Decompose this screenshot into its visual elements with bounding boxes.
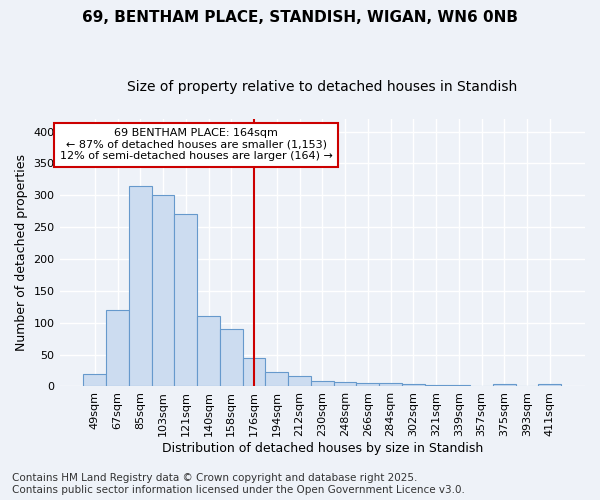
- Bar: [425, 385, 448, 386]
- Bar: [402, 384, 425, 386]
- Bar: [311, 382, 334, 386]
- X-axis label: Distribution of detached houses by size in Standish: Distribution of detached houses by size …: [161, 442, 483, 455]
- Bar: [379, 384, 402, 386]
- Bar: [356, 384, 379, 386]
- Text: Contains HM Land Registry data © Crown copyright and database right 2025.
Contai: Contains HM Land Registry data © Crown c…: [12, 474, 465, 495]
- Bar: [448, 385, 470, 386]
- Bar: [220, 329, 242, 386]
- Text: 69 BENTHAM PLACE: 164sqm
← 87% of detached houses are smaller (1,153)
12% of sem: 69 BENTHAM PLACE: 164sqm ← 87% of detach…: [60, 128, 332, 162]
- Bar: [288, 376, 311, 386]
- Bar: [175, 214, 197, 386]
- Bar: [242, 358, 265, 386]
- Bar: [106, 310, 129, 386]
- Bar: [538, 384, 561, 386]
- Text: 69, BENTHAM PLACE, STANDISH, WIGAN, WN6 0NB: 69, BENTHAM PLACE, STANDISH, WIGAN, WN6 …: [82, 10, 518, 25]
- Bar: [83, 374, 106, 386]
- Bar: [197, 316, 220, 386]
- Bar: [152, 196, 175, 386]
- Bar: [129, 186, 152, 386]
- Bar: [334, 382, 356, 386]
- Title: Size of property relative to detached houses in Standish: Size of property relative to detached ho…: [127, 80, 517, 94]
- Bar: [493, 384, 515, 386]
- Bar: [265, 372, 288, 386]
- Y-axis label: Number of detached properties: Number of detached properties: [15, 154, 28, 351]
